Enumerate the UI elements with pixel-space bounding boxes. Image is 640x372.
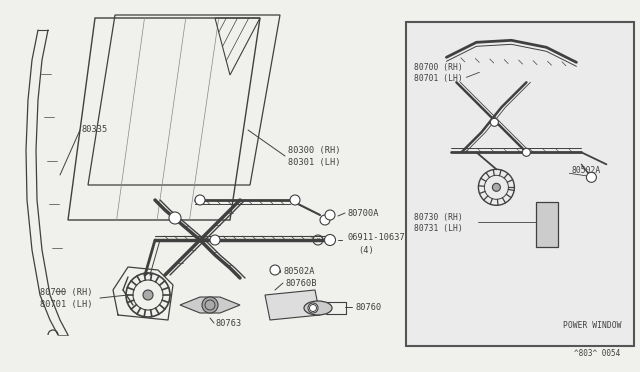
Text: 80502A: 80502A — [283, 267, 314, 276]
Circle shape — [195, 195, 205, 205]
Text: 80300 (RH): 80300 (RH) — [288, 145, 340, 154]
Circle shape — [290, 195, 300, 205]
Circle shape — [270, 265, 280, 275]
Text: ^803^ 0054: ^803^ 0054 — [573, 350, 620, 359]
Circle shape — [586, 172, 596, 182]
Text: 80731 (LH): 80731 (LH) — [415, 224, 463, 233]
Circle shape — [490, 118, 499, 126]
Text: N: N — [316, 237, 319, 243]
Text: 80700 (RH): 80700 (RH) — [415, 63, 463, 72]
Polygon shape — [180, 297, 240, 313]
Text: 80701 (LH): 80701 (LH) — [415, 74, 463, 83]
Ellipse shape — [304, 301, 332, 315]
Text: POWER WINDOW: POWER WINDOW — [563, 321, 621, 330]
Text: 80335: 80335 — [82, 125, 108, 135]
Text: 80700A: 80700A — [347, 208, 378, 218]
Text: 80301 (LH): 80301 (LH) — [288, 157, 340, 167]
Bar — [406, 22, 634, 346]
Text: 80502A: 80502A — [572, 166, 601, 175]
Polygon shape — [265, 290, 320, 320]
Text: 80730 (RH): 80730 (RH) — [415, 213, 463, 222]
Text: 80701 (LH): 80701 (LH) — [40, 301, 93, 310]
Text: 80760B: 80760B — [285, 279, 317, 288]
Text: (4): (4) — [358, 246, 374, 254]
Circle shape — [210, 235, 220, 245]
Circle shape — [492, 183, 500, 191]
Circle shape — [320, 215, 330, 225]
Text: 06911-10637: 06911-10637 — [348, 232, 406, 241]
Circle shape — [522, 148, 531, 156]
Circle shape — [325, 210, 335, 220]
Circle shape — [169, 212, 181, 224]
Circle shape — [324, 234, 335, 246]
Text: 80700 (RH): 80700 (RH) — [40, 289, 93, 298]
Circle shape — [143, 290, 153, 300]
Text: 80763: 80763 — [216, 318, 243, 327]
Text: 80760: 80760 — [355, 302, 381, 311]
Circle shape — [308, 303, 318, 313]
Bar — [536, 202, 558, 247]
Circle shape — [202, 297, 218, 313]
